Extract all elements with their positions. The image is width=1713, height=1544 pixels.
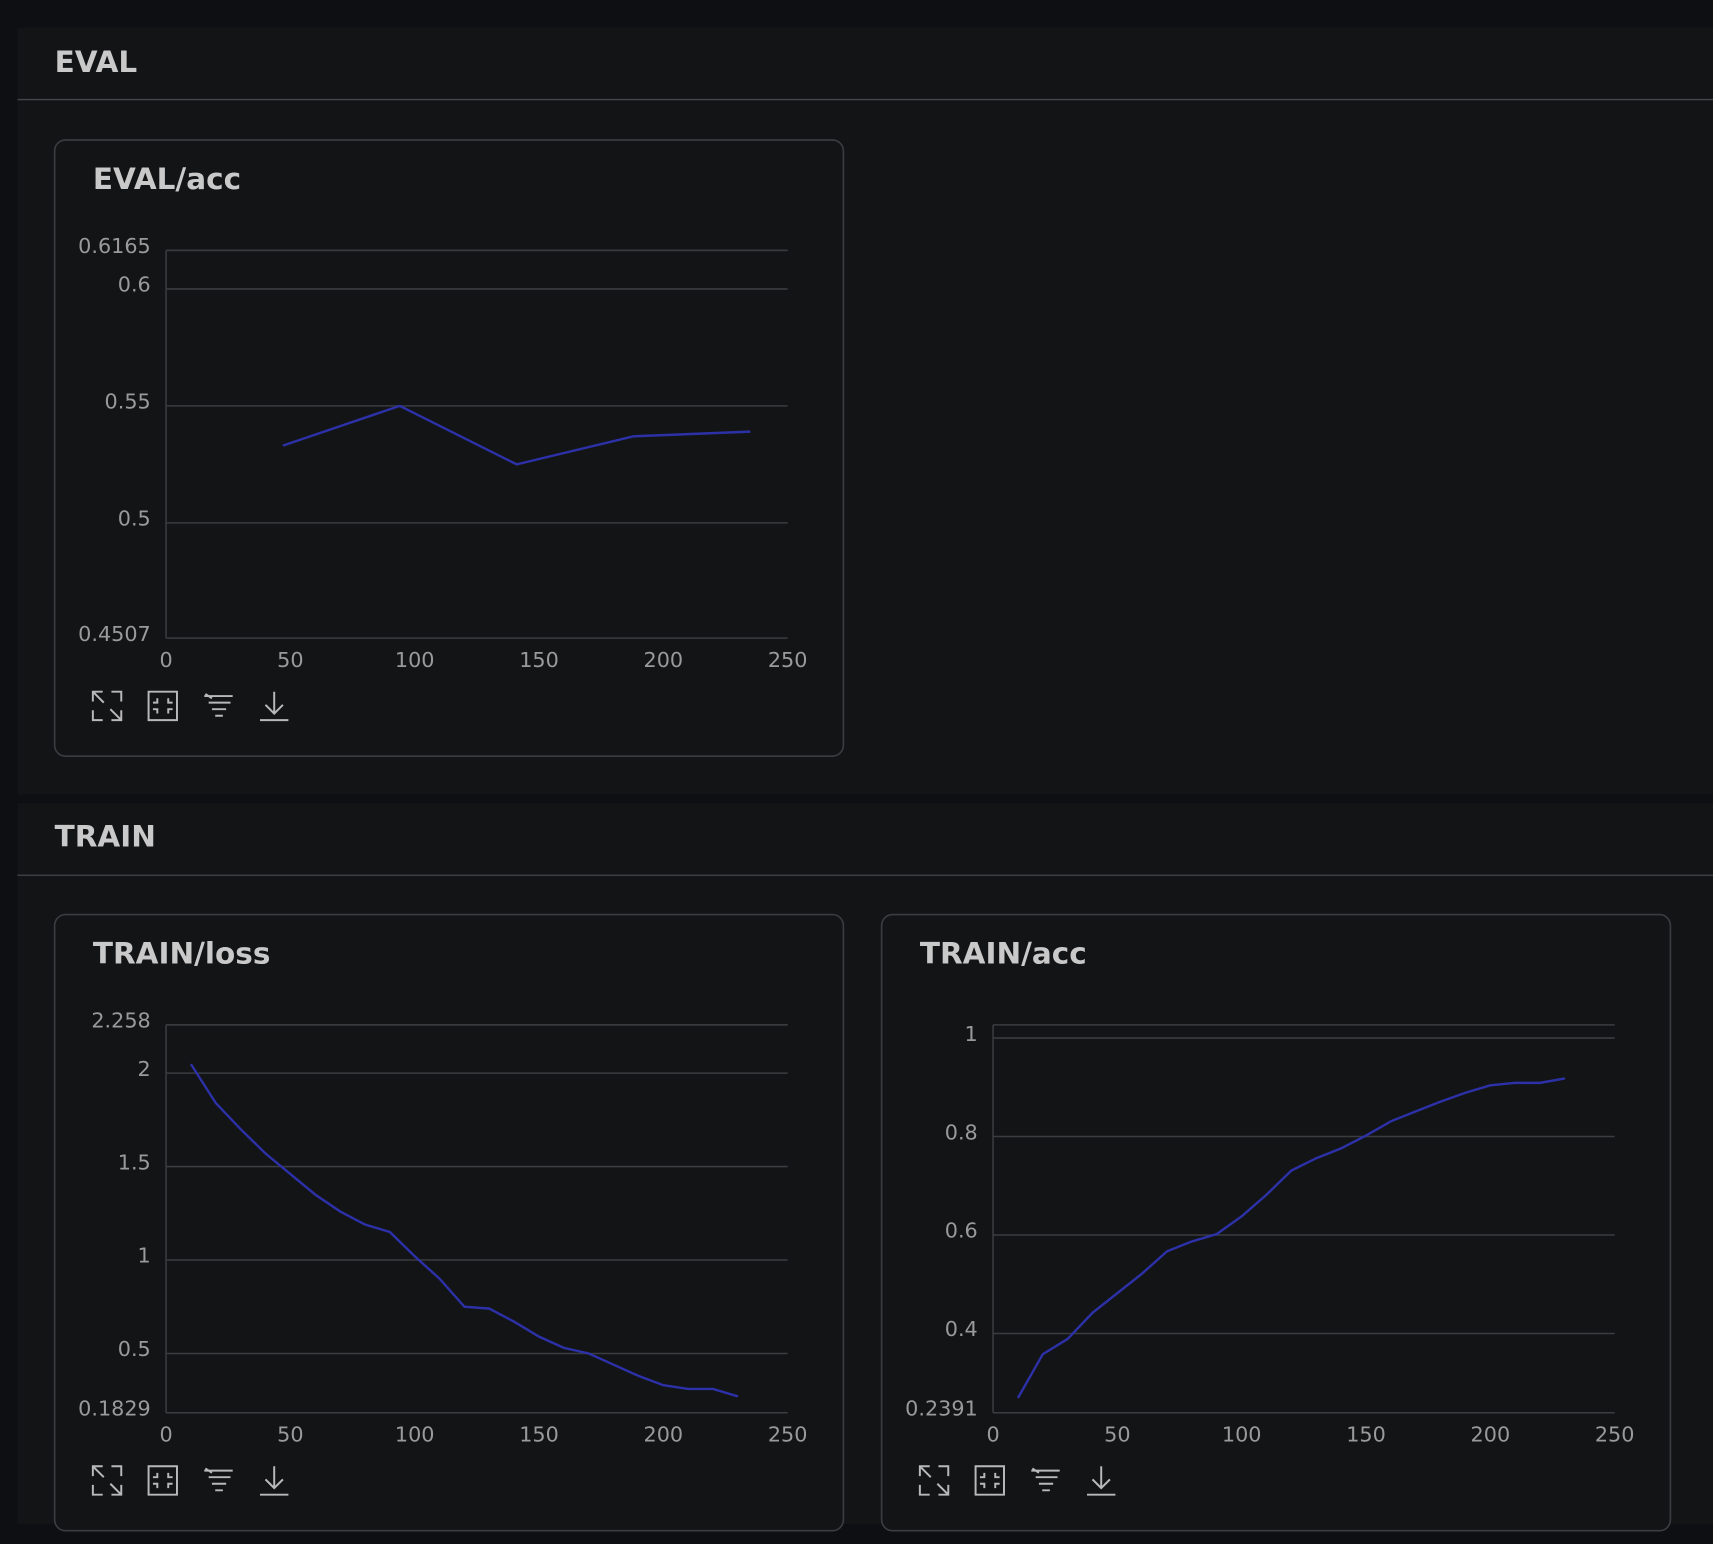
fullscreen-icon[interactable] <box>91 1465 123 1496</box>
x-tick-label: 100 <box>395 648 435 672</box>
toolbar <box>91 690 289 722</box>
y-tick-label: 0.1829 <box>78 1396 151 1420</box>
x-tick-label: 0 <box>159 648 172 672</box>
chart-title: EVAL/acc <box>93 162 241 196</box>
x-tick-label: 0 <box>159 1423 172 1447</box>
y-tick-label: 0.5 <box>118 507 151 531</box>
y-tick-label: 0.6 <box>945 1219 978 1243</box>
y-tick-label: 0.4507 <box>78 622 151 646</box>
download-icon[interactable] <box>260 1466 289 1496</box>
y-tick-label: 0.5 <box>118 1337 151 1361</box>
y-tick-label: 0.4 <box>945 1317 978 1341</box>
fit-icon[interactable] <box>974 1465 1005 1496</box>
x-tick-label: 100 <box>395 1423 435 1447</box>
x-tick-label: 150 <box>519 1423 559 1447</box>
x-tick-label: 50 <box>277 1423 303 1447</box>
y-tick-label: 1 <box>965 1022 978 1046</box>
data-line <box>189 1063 739 1398</box>
x-tick-label: 0 <box>986 1423 999 1447</box>
download-icon[interactable] <box>1087 1466 1116 1496</box>
chart-title: TRAIN/loss <box>93 936 271 970</box>
toolbar <box>91 1465 289 1496</box>
fullscreen-icon[interactable] <box>91 690 123 722</box>
x-tick-label: 50 <box>277 648 303 672</box>
download-icon[interactable] <box>260 691 289 722</box>
y-tick-label: 1 <box>138 1244 151 1268</box>
chart-card <box>53 913 845 1532</box>
filter-icon[interactable] <box>1031 1467 1060 1492</box>
y-tick-label: 0.55 <box>105 390 151 414</box>
fullscreen-icon[interactable] <box>918 1465 950 1496</box>
data-line <box>282 404 751 466</box>
x-tick-label: 50 <box>1104 1423 1130 1447</box>
filter-icon[interactable] <box>204 693 233 717</box>
y-tick-label: 0.2391 <box>905 1396 978 1420</box>
fit-icon[interactable] <box>147 1465 178 1496</box>
chart-card <box>53 139 845 757</box>
data-line <box>1016 1077 1566 1399</box>
fit-icon[interactable] <box>147 690 178 722</box>
y-tick-label: 0.8 <box>945 1120 978 1144</box>
y-tick-label: 2 <box>138 1057 151 1081</box>
y-tick-label: 1.5 <box>118 1150 151 1174</box>
y-tick-label: 2.258 <box>91 1009 150 1033</box>
chart-title: TRAIN/acc <box>920 936 1087 970</box>
chart-card <box>880 913 1672 1532</box>
x-tick-label: 100 <box>1222 1423 1262 1447</box>
x-tick-label: 200 <box>644 648 684 672</box>
y-tick-label: 0.6165 <box>78 234 151 258</box>
y-tick-label: 0.6 <box>118 273 151 297</box>
x-tick-label: 250 <box>768 1423 808 1447</box>
x-tick-label: 150 <box>1346 1423 1386 1447</box>
x-tick-label: 150 <box>519 648 559 672</box>
x-tick-label: 250 <box>768 648 808 672</box>
section-title: EVAL <box>55 45 138 79</box>
filter-icon[interactable] <box>204 1467 233 1492</box>
x-tick-label: 200 <box>1471 1423 1511 1447</box>
x-tick-label: 250 <box>1595 1423 1635 1447</box>
toolbar <box>918 1465 1116 1496</box>
section-title: TRAIN <box>55 820 156 854</box>
x-tick-label: 200 <box>644 1423 684 1447</box>
